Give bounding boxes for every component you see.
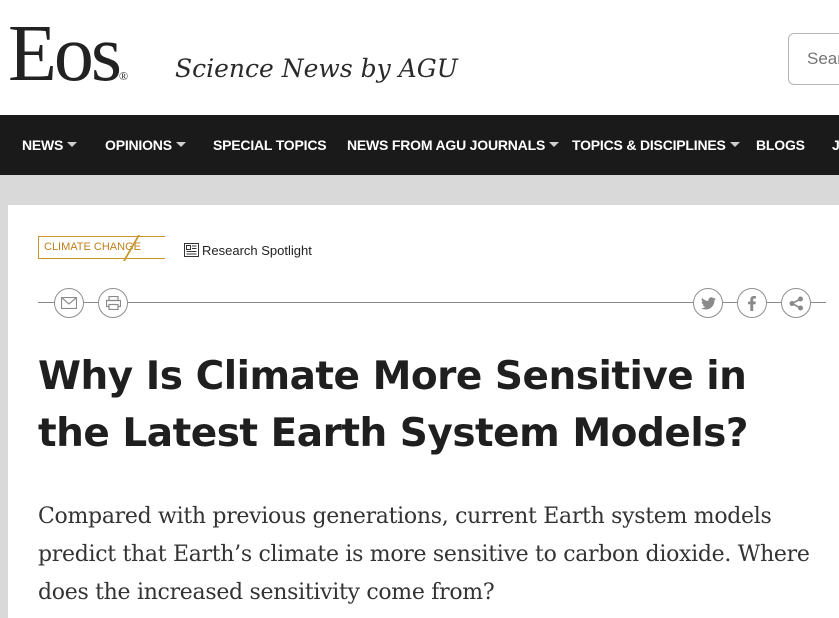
registered-mark: ® bbox=[119, 69, 129, 83]
chevron-down-icon bbox=[67, 142, 78, 147]
nav-item-special-topics[interactable]: SPECIAL TOPICS bbox=[213, 115, 327, 175]
article-type-label: Research Spotlight bbox=[202, 243, 312, 258]
logo-text: Eos bbox=[8, 10, 122, 98]
nav-item-topics-disciplines[interactable]: TOPICS & DISCIPLINES bbox=[572, 115, 740, 175]
nav-label: SPECIAL TOPICS bbox=[213, 137, 327, 153]
nav-item-opinions[interactable]: OPINIONS bbox=[105, 115, 186, 175]
article-dek: Compared with previous generations, curr… bbox=[38, 504, 810, 605]
nav-label: NEWS bbox=[22, 137, 64, 153]
nav-label: NEWS FROM AGU JOURNALS bbox=[347, 137, 546, 153]
site-tagline: Science News by AGU bbox=[175, 54, 458, 83]
facebook-icon bbox=[748, 295, 756, 311]
twitter-share-button[interactable] bbox=[693, 288, 723, 318]
chevron-down-icon bbox=[175, 142, 186, 147]
nav-label: BLOGS bbox=[756, 137, 805, 153]
twitter-icon bbox=[700, 296, 716, 309]
site-header: Eos® Science News by AGU bbox=[0, 0, 839, 115]
article-card: CLIMATE CHANGE Research Spotlight Why Is… bbox=[8, 205, 839, 618]
more-share-button[interactable] bbox=[781, 288, 811, 318]
article-type[interactable]: Research Spotlight bbox=[184, 243, 312, 258]
nav-item-news[interactable]: NEWS bbox=[22, 115, 78, 175]
share-icon bbox=[789, 296, 803, 310]
nav-label: J bbox=[832, 137, 839, 153]
email-button[interactable] bbox=[54, 288, 84, 318]
nav-item-blogs[interactable]: BLOGS bbox=[756, 115, 805, 175]
share-divider bbox=[38, 302, 826, 303]
chevron-down-icon bbox=[729, 142, 740, 147]
eos-logo[interactable]: Eos® bbox=[8, 14, 128, 116]
print-icon bbox=[105, 296, 121, 310]
facebook-share-button[interactable] bbox=[737, 288, 767, 318]
newspaper-icon bbox=[184, 243, 199, 257]
category-tag[interactable]: CLIMATE CHANGE bbox=[38, 236, 165, 259]
chevron-down-icon bbox=[549, 142, 560, 147]
print-button[interactable] bbox=[98, 288, 128, 318]
nav-item-truncated[interactable]: J bbox=[832, 115, 839, 175]
main-nav: NEWS OPINIONS SPECIAL TOPICS NEWS FROM A… bbox=[0, 115, 839, 175]
email-icon bbox=[61, 297, 77, 309]
article-title: Why Is Climate More Sensitive in the Lat… bbox=[38, 354, 749, 456]
search-input[interactable] bbox=[788, 33, 839, 85]
nav-label: OPINIONS bbox=[105, 137, 172, 153]
nav-label: TOPICS & DISCIPLINES bbox=[572, 137, 726, 153]
nav-item-agu-journals[interactable]: NEWS FROM AGU JOURNALS bbox=[347, 115, 560, 175]
